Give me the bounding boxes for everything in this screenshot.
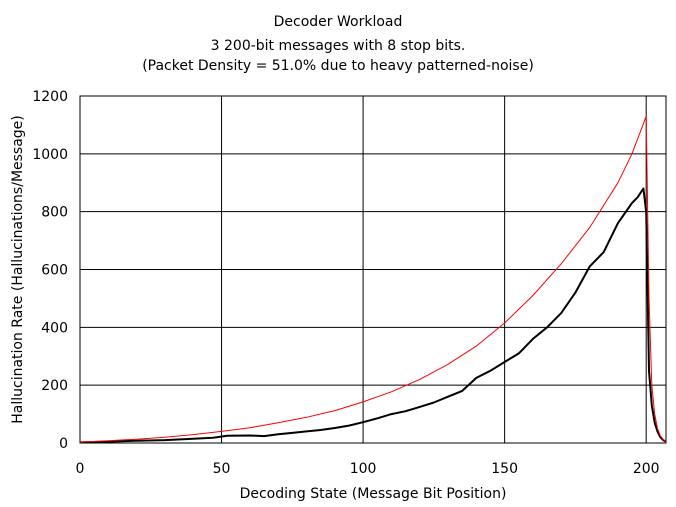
y-axis-label: Hallucination Rate (Hallucinations/Messa… bbox=[10, 115, 26, 424]
y-tick-label: 800 bbox=[41, 205, 68, 221]
y-tick-labels: 0 200 400 600 800 1000 1200 bbox=[32, 89, 68, 452]
x-tick-label: 100 bbox=[350, 461, 377, 477]
y-tick-label: 1000 bbox=[32, 147, 68, 163]
x-tick-label: 200 bbox=[633, 461, 660, 477]
x-tick-labels: 0 50 100 150 200 bbox=[76, 461, 660, 477]
grid bbox=[79, 95, 666, 444]
y-tick-label: 1200 bbox=[32, 89, 68, 105]
x-axis-label: Decoding State (Message Bit Position) bbox=[240, 486, 507, 502]
y-tick-label: 400 bbox=[41, 320, 68, 336]
x-tick-label: 0 bbox=[76, 461, 85, 477]
x-tick-label: 50 bbox=[213, 461, 231, 477]
series-line-1 bbox=[79, 187, 667, 444]
chart-subtitle-line-2: (Packet Density = 51.0% due to heavy pat… bbox=[142, 58, 534, 74]
plot-area-frame bbox=[79, 95, 667, 444]
chart-subtitle-line-1: 3 200-bit messages with 8 stop bits. bbox=[210, 38, 466, 54]
series-line-2 bbox=[79, 115, 667, 443]
chart-title: Decoder Workload bbox=[273, 14, 403, 30]
x-tick-label: 150 bbox=[491, 461, 518, 477]
y-tick-label: 600 bbox=[41, 263, 68, 279]
series bbox=[79, 115, 667, 444]
y-tick-label: 200 bbox=[41, 378, 68, 394]
y-tick-label: 0 bbox=[59, 436, 68, 452]
